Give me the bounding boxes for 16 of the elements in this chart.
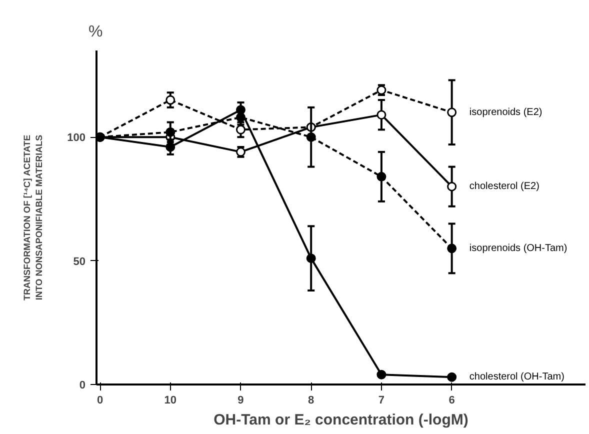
series-label: isoprenoids (E2) — [469, 106, 542, 118]
y-tick-label: 100 — [67, 132, 86, 144]
y-tick-label: 0 — [79, 380, 86, 392]
x-tick-label: 7 — [378, 394, 385, 406]
x-tick-label: 10 — [164, 394, 177, 406]
series-label: cholesterol (OH-Tam) — [469, 372, 564, 383]
series-label: cholesterol (E2) — [469, 181, 540, 192]
x-tick-label: 0 — [96, 394, 104, 406]
series-label: isoprenoids (OH-Tam) — [469, 242, 568, 254]
x-tick-label: 9 — [238, 394, 244, 406]
x-tick-label: 6 — [448, 394, 455, 406]
x-tick-label: 8 — [308, 394, 314, 406]
y-axis-title: TRANSFORMATION OF [¹⁴C] ACETATE INTO NONSAPONIFIABLE MATERIALS — [22, 134, 44, 300]
text: % — [88, 24, 103, 40]
x-axis-title: OH-Tam or E₂ concentration (-logM) — [214, 412, 468, 428]
y-tick-label: 50 — [73, 256, 86, 268]
